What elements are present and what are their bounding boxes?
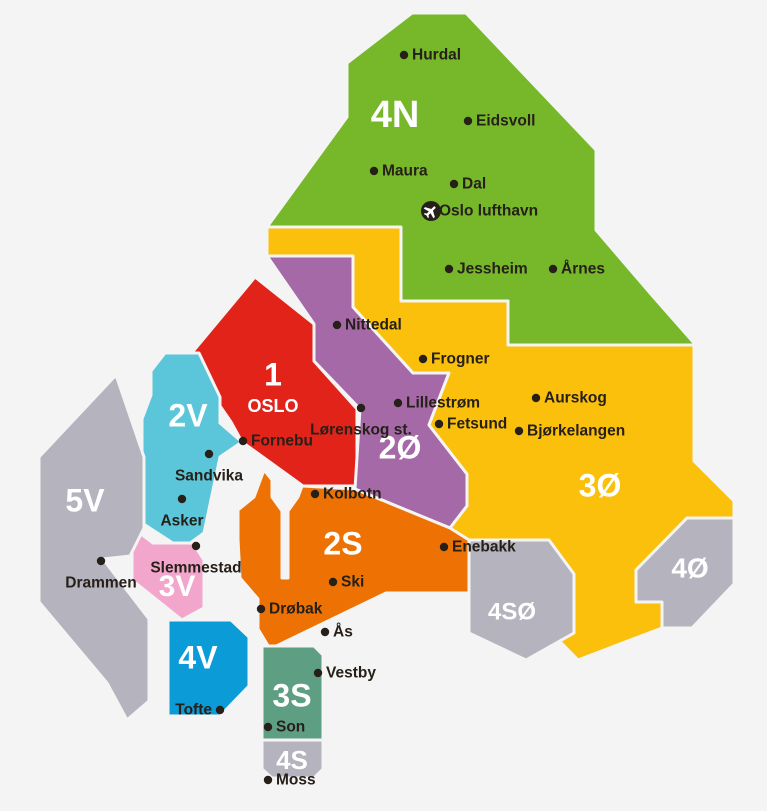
svg-text:4N: 4N — [371, 94, 420, 136]
svg-text:3Ø: 3Ø — [579, 467, 622, 503]
svg-text:Ås: Ås — [333, 624, 353, 641]
svg-text:Fetsund: Fetsund — [447, 416, 507, 433]
svg-text:Hurdal: Hurdal — [412, 47, 461, 64]
svg-text:Tofte: Tofte — [175, 702, 212, 719]
svg-text:Bjørkelangen: Bjørkelangen — [527, 423, 625, 440]
svg-text:Slemmestad: Slemmestad — [150, 560, 241, 577]
svg-text:5V: 5V — [65, 482, 105, 518]
svg-text:Jessheim: Jessheim — [457, 261, 528, 278]
svg-text:4Ø: 4Ø — [671, 552, 708, 583]
svg-text:Nittedal: Nittedal — [345, 317, 402, 334]
svg-text:2S: 2S — [323, 525, 362, 561]
svg-text:Drøbak: Drøbak — [269, 601, 323, 618]
svg-text:1: 1 — [264, 356, 282, 392]
svg-text:4SØ: 4SØ — [488, 598, 536, 625]
svg-text:Oslo lufthavn: Oslo lufthavn — [439, 203, 538, 220]
svg-text:3S: 3S — [272, 677, 311, 713]
svg-text:2V: 2V — [168, 397, 208, 433]
svg-text:Son: Son — [276, 719, 305, 736]
svg-text:Kolbotn: Kolbotn — [323, 486, 382, 503]
svg-text:Lørenskog st.: Lørenskog st. — [310, 422, 412, 439]
svg-text:Dal: Dal — [462, 176, 486, 193]
svg-text:Aurskog: Aurskog — [544, 390, 607, 407]
svg-text:Eidsvoll: Eidsvoll — [476, 113, 535, 130]
svg-text:Moss: Moss — [276, 772, 316, 789]
svg-text:Ski: Ski — [341, 574, 364, 591]
svg-text:Maura: Maura — [382, 163, 428, 180]
svg-text:Lillestrøm: Lillestrøm — [406, 395, 480, 412]
svg-text:Enebakk: Enebakk — [452, 539, 516, 556]
svg-text:Sandvika: Sandvika — [175, 468, 243, 485]
svg-text:OSLO: OSLO — [247, 396, 298, 416]
svg-text:Vestby: Vestby — [326, 665, 376, 682]
svg-text:Frogner: Frogner — [431, 351, 490, 368]
svg-text:4V: 4V — [178, 639, 218, 675]
svg-text:Årnes: Årnes — [561, 261, 605, 278]
svg-text:Fornebu: Fornebu — [251, 433, 313, 450]
svg-text:Drammen: Drammen — [65, 575, 137, 592]
svg-text:Asker: Asker — [160, 513, 203, 530]
svg-text:4S: 4S — [276, 745, 308, 775]
